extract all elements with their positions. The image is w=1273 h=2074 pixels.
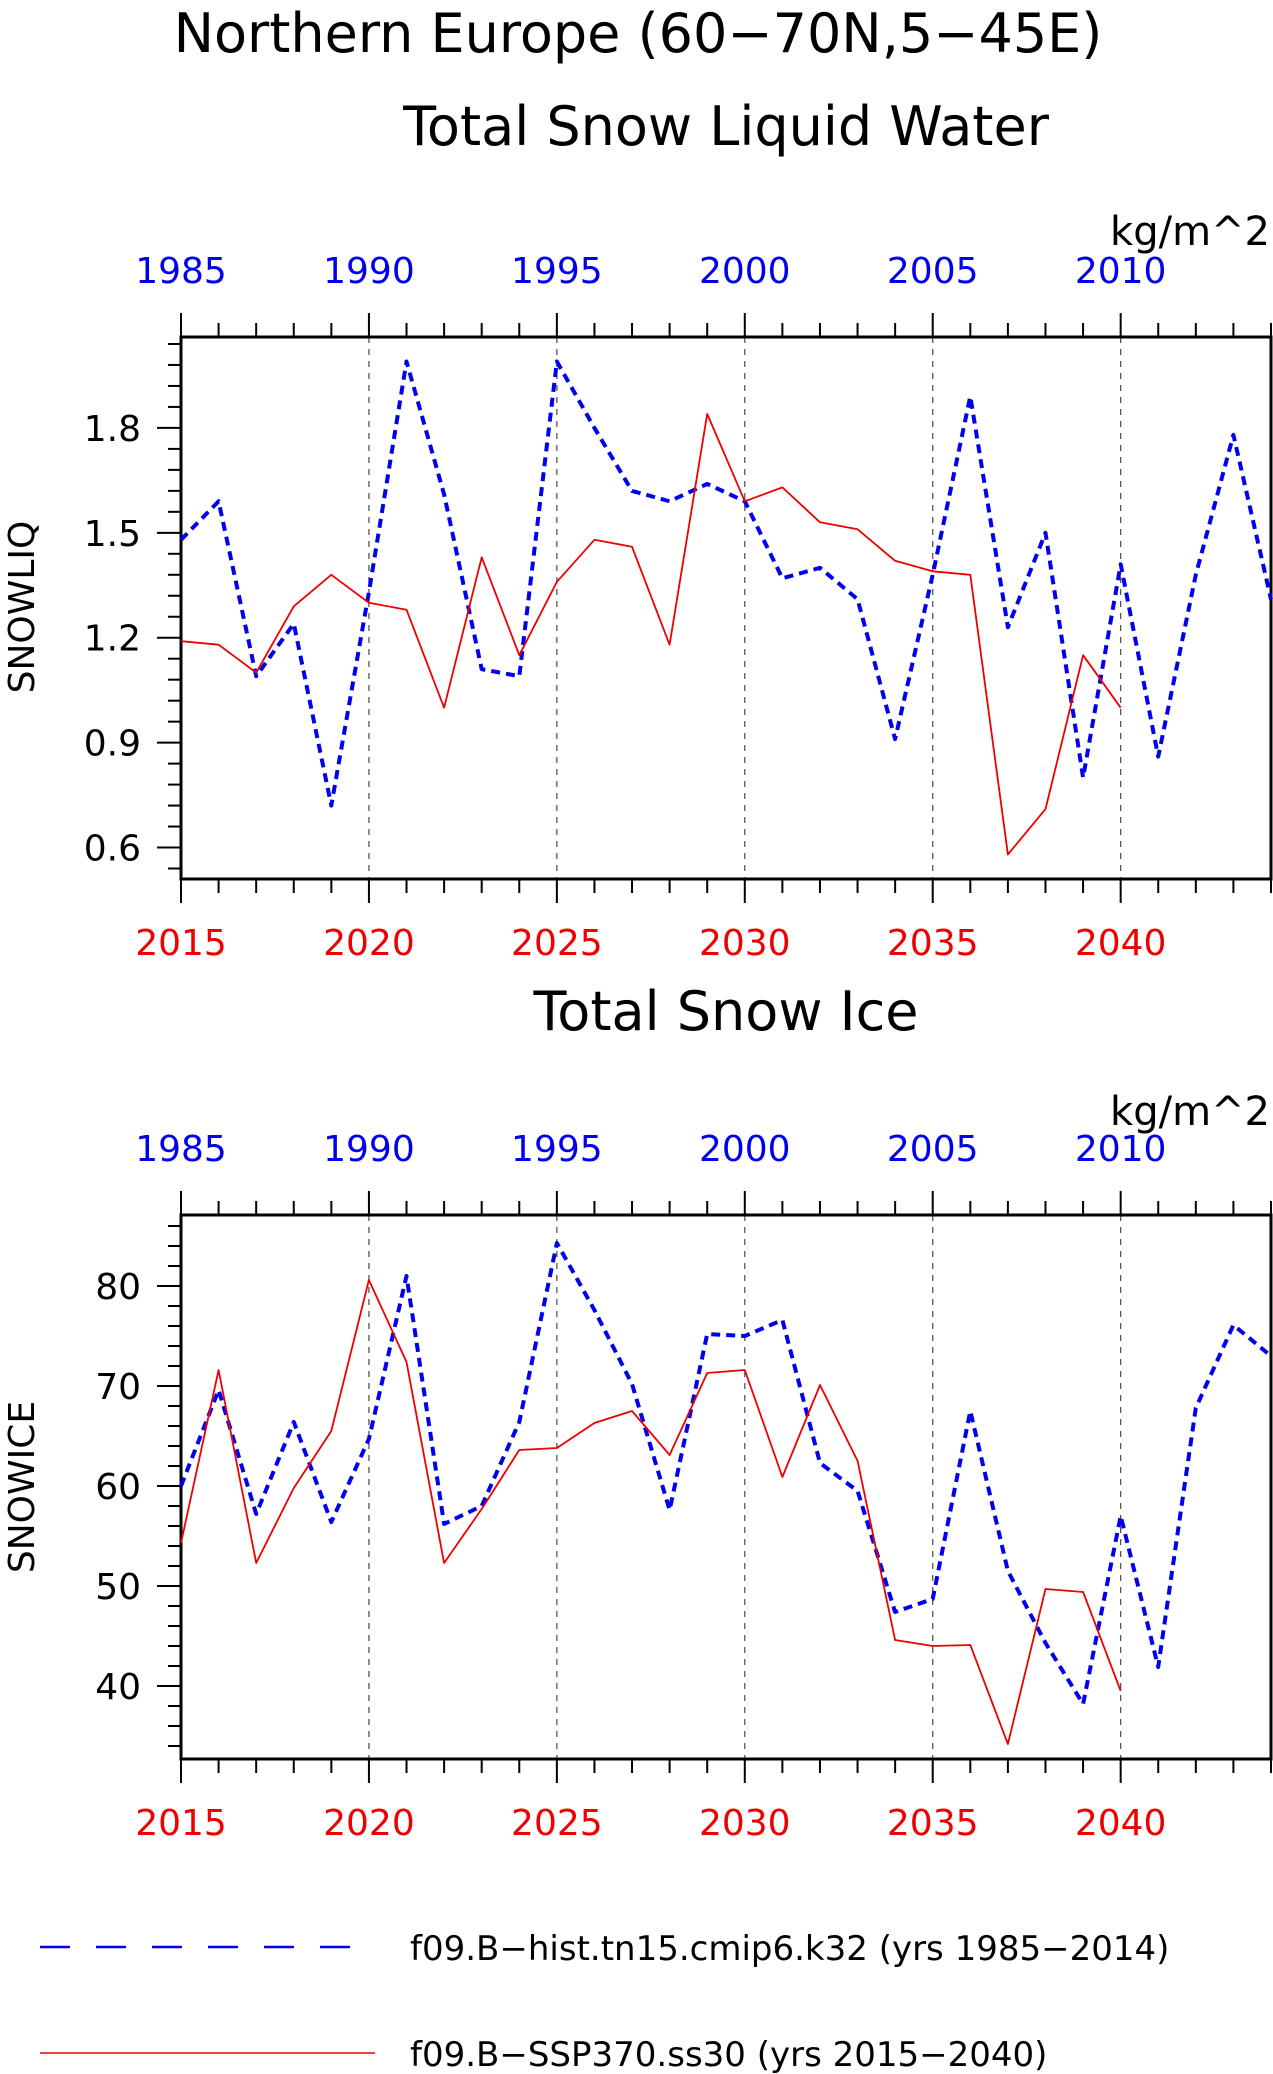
snowice-y-tick-label: 80 <box>95 1267 141 1308</box>
snowliq-top-tick-label: 1985 <box>135 251 227 292</box>
snowice-bottom-tick-label: 2035 <box>887 1803 979 1844</box>
snowliq-y-tick-label: 0.6 <box>84 829 141 870</box>
legend-ssp-label: f09.B−SSP370.ss30 (yrs 2015−2040) <box>410 2035 1047 2074</box>
snowliq-bottom-tick-label: 2020 <box>323 923 415 964</box>
snowice-bottom-tick-label: 2040 <box>1075 1803 1167 1844</box>
snowice-ssp-series-line <box>180 1279 1122 1745</box>
snowice-units: kg/m^2 <box>1110 1089 1270 1135</box>
figure-title: Northern Europe (60−70N,5−45E) <box>174 2 1103 65</box>
snowice-y-tick-label: 70 <box>95 1367 141 1408</box>
snowice-top-tick-label: 1995 <box>511 1129 603 1170</box>
snowliq-top-tick-label: 2000 <box>699 251 791 292</box>
snowice-top-tick-label: 2010 <box>1075 1129 1167 1170</box>
snowice-bottom-tick-label: 2020 <box>323 1803 415 1844</box>
snowliq-y-tick-label: 1.5 <box>84 514 141 555</box>
snowliq-bottom-tick-label: 2015 <box>135 923 227 964</box>
snowice-y-tick-label: 60 <box>95 1467 141 1508</box>
snowice-y-axis-label: SNOWICE <box>2 1401 43 1573</box>
snowice-top-tick-label: 2005 <box>887 1129 979 1170</box>
snowice-y-tick-label: 50 <box>95 1567 141 1608</box>
snowliq-top-tick-label: 2010 <box>1075 251 1167 292</box>
snowliq-title: Total Snow Liquid Water <box>402 95 1050 158</box>
snowice-top-tick-label: 2000 <box>699 1129 791 1170</box>
snowliq-units: kg/m^2 <box>1110 209 1270 255</box>
snowliq-bottom-tick-label: 2025 <box>511 923 603 964</box>
snowice-hist-series-line <box>179 1241 1273 1706</box>
snowliq-bottom-tick-label: 2030 <box>699 923 791 964</box>
snowice-y-tick-label: 40 <box>95 1667 141 1708</box>
snowliq-top-tick-label: 2005 <box>887 251 979 292</box>
snowliq-y-tick-label: 1.8 <box>84 409 141 450</box>
snowliq-y-tick-label: 0.9 <box>84 724 141 765</box>
snowliq-bottom-tick-label: 2040 <box>1075 923 1167 964</box>
snowice-top-tick-label: 1985 <box>135 1129 227 1170</box>
snowice-panel: Total Snow Ice kg/m^2 SNOWICE 2015 2020 20… <box>2 980 1273 1844</box>
snowice-plot-frame <box>179 1213 1273 1761</box>
snowliq-ssp-series-line <box>180 412 1122 856</box>
snowliq-y-axis-label: SNOWLIQ <box>2 521 43 694</box>
snowliq-y-tick-label: 1.2 <box>84 619 141 660</box>
legend-hist-label: f09.B−hist.tn15.cmip6.k32 (yrs 1985−2014… <box>410 1929 1169 1969</box>
snowliq-plot-frame <box>179 335 1273 881</box>
snowice-title: Total Snow Ice <box>533 980 919 1043</box>
snowliq-panel: Total Snow Liquid Water kg/m^2 SNOWLIQ 2… <box>2 95 1273 964</box>
snowliq-hist-series-line <box>179 359 1273 808</box>
snowliq-bottom-tick-label: 2035 <box>887 923 979 964</box>
legend: f09.B−hist.tn15.cmip6.k32 (yrs 1985−2014… <box>40 1929 1169 2074</box>
snowliq-top-tick-label: 1990 <box>323 251 415 292</box>
snowice-bottom-tick-label: 2015 <box>135 1803 227 1844</box>
snowice-top-tick-label: 1990 <box>323 1129 415 1170</box>
snowice-bottom-tick-label: 2025 <box>511 1803 603 1844</box>
snowice-bottom-tick-label: 2030 <box>699 1803 791 1844</box>
snowliq-top-tick-label: 1995 <box>511 251 603 292</box>
